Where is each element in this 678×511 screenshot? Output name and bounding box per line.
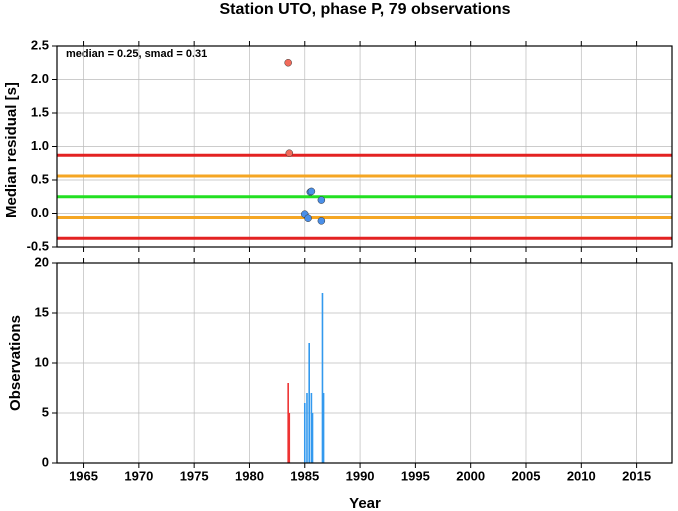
- x-axis-label: Year: [349, 495, 381, 511]
- x-tick-label: 2010: [567, 468, 596, 483]
- y-tick-label: 0: [42, 454, 49, 469]
- y-tick-label: 0.0: [31, 205, 49, 220]
- y-tick-label: -0.5: [27, 238, 49, 253]
- x-tick-label: 1985: [290, 468, 319, 483]
- y-tick-label: 1.5: [31, 104, 49, 119]
- x-tick-label: 2015: [622, 468, 651, 483]
- plot-frame: [56, 262, 673, 464]
- plot-frame: [56, 45, 673, 248]
- x-tick-label: 2000: [456, 468, 485, 483]
- y-tick-label: 15: [35, 304, 49, 319]
- x-tick-label: 1995: [401, 468, 430, 483]
- point: [284, 59, 292, 67]
- y-axis-label: Median residual [s]: [3, 82, 20, 218]
- x-tick-label: 2005: [512, 468, 541, 483]
- point: [307, 187, 316, 196]
- y-tick-label: 0.5: [31, 171, 49, 186]
- y-axis-label: Observations: [7, 315, 24, 411]
- x-tick-label: 1980: [235, 468, 264, 483]
- y-tick-label: 1.0: [31, 138, 49, 153]
- x-tick-label: 1990: [346, 468, 375, 483]
- point: [317, 217, 326, 225]
- point: [285, 149, 294, 157]
- point: [304, 214, 312, 222]
- y-tick-label: 10: [35, 354, 49, 369]
- annotation: median = 0.25, smad = 0.31: [66, 48, 207, 60]
- point: [317, 196, 326, 204]
- y-tick-label: 20: [35, 254, 49, 269]
- x-tick-label: 1965: [69, 468, 98, 483]
- x-tick-label: 1970: [124, 468, 153, 483]
- x-tick-label: 1975: [180, 468, 209, 483]
- y-tick-label: 2.0: [31, 71, 49, 86]
- y-tick-label: 2.5: [31, 37, 49, 52]
- chart-title: Station UTO, phase P, 79 observations: [219, 1, 510, 18]
- y-tick-label: 5: [42, 404, 49, 419]
